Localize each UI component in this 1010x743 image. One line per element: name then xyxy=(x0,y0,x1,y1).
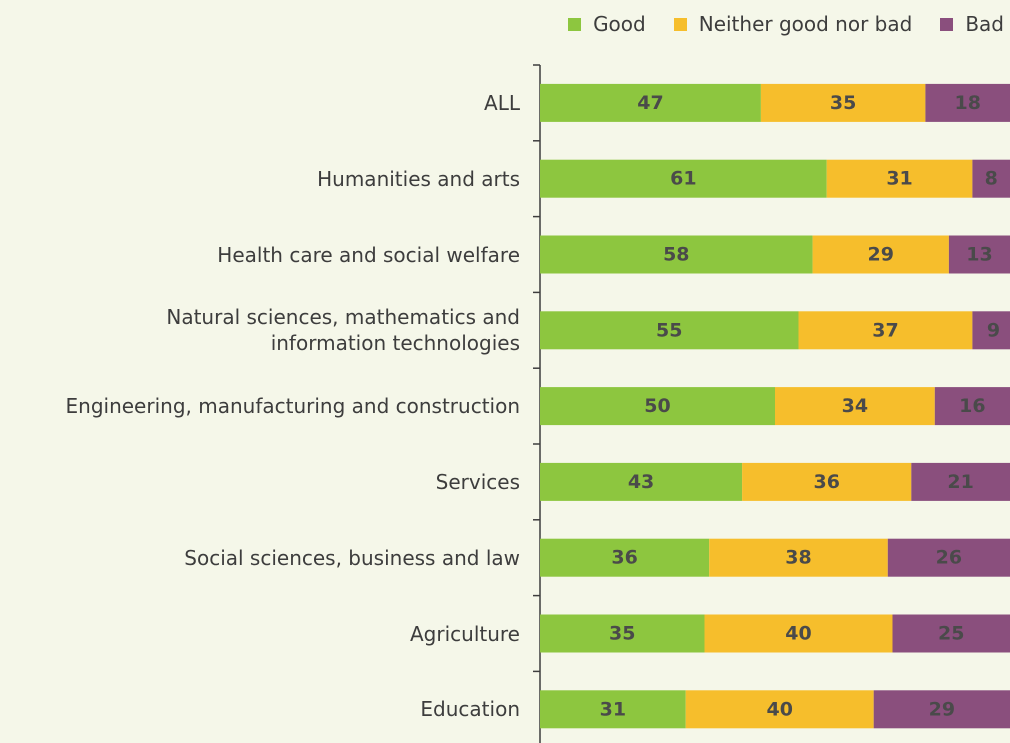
value-label: 31 xyxy=(886,168,912,190)
value-label: 25 xyxy=(938,623,964,645)
category-label: ALL xyxy=(484,90,520,115)
bar-segment xyxy=(540,462,743,501)
value-label: 40 xyxy=(785,623,811,645)
legend-label: Bad xyxy=(965,12,1004,36)
legend-label: Neither good nor bad xyxy=(698,12,913,36)
category-label: Agriculture xyxy=(410,621,520,646)
value-label: 61 xyxy=(670,168,696,190)
value-label: 58 xyxy=(663,244,689,266)
category-label: Services xyxy=(435,469,520,494)
value-label: 8 xyxy=(985,168,998,190)
value-label: 29 xyxy=(868,244,894,266)
bar-segment xyxy=(826,159,973,198)
bar-segment xyxy=(934,387,1010,426)
legend-swatch xyxy=(568,17,582,31)
value-label: 37 xyxy=(872,319,898,341)
bar-segment xyxy=(540,387,775,426)
value-label: 47 xyxy=(637,92,663,114)
bar-segment xyxy=(540,538,710,577)
bar-segment xyxy=(709,538,888,577)
value-label: 36 xyxy=(813,471,839,493)
bar-segment xyxy=(540,690,686,729)
value-label: 34 xyxy=(842,395,868,417)
value-label: 26 xyxy=(936,547,962,569)
category-label: Social sciences, business and law xyxy=(184,545,520,570)
legend-swatch xyxy=(673,17,687,31)
bar-segment xyxy=(925,83,1010,122)
bar-segment xyxy=(798,311,973,350)
bar-segment xyxy=(540,235,813,274)
value-label: 35 xyxy=(609,623,635,645)
bar-segment xyxy=(704,614,893,653)
bar-segment xyxy=(742,462,912,501)
bar-segment xyxy=(972,159,1010,198)
bar-segment xyxy=(892,614,1010,653)
bar-segment xyxy=(887,538,1010,577)
value-label: 50 xyxy=(644,395,670,417)
category-label: Engineering, manufacturing and construct… xyxy=(65,394,520,419)
value-label: 9 xyxy=(987,319,1000,341)
value-label: 13 xyxy=(966,244,992,266)
bar-segment xyxy=(972,311,1010,350)
bar-segment xyxy=(911,462,1010,501)
value-label: 43 xyxy=(628,471,654,493)
bar-segment xyxy=(540,159,827,198)
category-label: Humanities and arts xyxy=(317,166,520,191)
category-label: Education xyxy=(420,697,520,722)
value-label: 36 xyxy=(611,547,637,569)
legend: Good Neither good nor bad Bad xyxy=(568,12,1004,36)
bar-segment xyxy=(760,83,926,122)
value-label: 21 xyxy=(947,471,973,493)
legend-label: Good xyxy=(593,12,646,36)
bar-segment xyxy=(775,387,935,426)
value-label: 31 xyxy=(600,698,626,720)
value-label: 35 xyxy=(830,92,856,114)
value-label: 38 xyxy=(785,547,811,569)
value-label: 40 xyxy=(766,698,792,720)
bar-segment xyxy=(540,311,799,350)
legend-item: Neither good nor bad xyxy=(673,12,913,36)
bar-segment xyxy=(812,235,949,274)
category-label: Natural sciences, mathematics and inform… xyxy=(166,305,520,356)
value-label: 55 xyxy=(656,319,682,341)
legend-swatch xyxy=(940,17,954,31)
bar-segment xyxy=(540,614,705,653)
bar-segment xyxy=(685,690,874,729)
category-label: Health care and social welfare xyxy=(217,242,520,267)
bar-segment xyxy=(540,83,761,122)
value-label: 29 xyxy=(929,698,955,720)
value-label: 16 xyxy=(959,395,985,417)
bar-segment xyxy=(873,690,1010,729)
legend-item: Bad xyxy=(940,12,1004,36)
legend-item: Good xyxy=(568,12,646,36)
value-label: 18 xyxy=(954,92,980,114)
bar-segment xyxy=(948,235,1010,274)
